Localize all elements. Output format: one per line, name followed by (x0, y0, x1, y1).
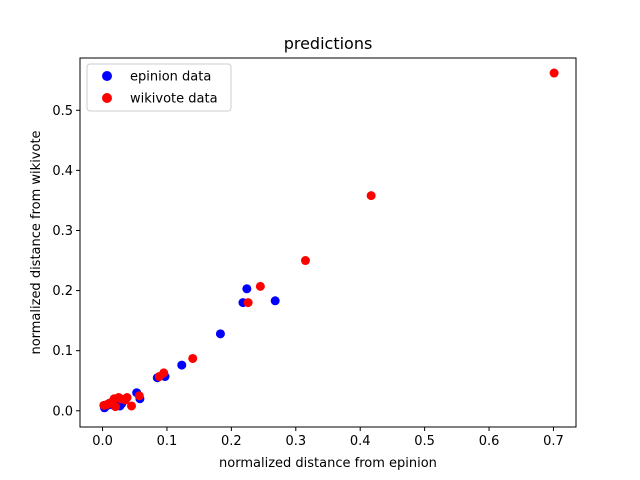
plot-frame (79, 57, 577, 428)
point-wikivote-18 (366, 191, 376, 201)
point-wikivote-16 (255, 281, 265, 291)
y-axis-label: normalized distance from wikivote (29, 130, 44, 354)
legend: epinion data wikivote data (86, 63, 232, 112)
point-epinion-15 (242, 284, 252, 294)
point-wikivote-13 (159, 368, 169, 378)
x-axis: 0.0 0.1 0.2 0.3 0.4 0.5 0.6 0.7 (92, 427, 564, 449)
point-wikivote-15 (243, 298, 253, 308)
y-tick-label: 0.0 (52, 404, 73, 419)
legend-label-epinion: epinion data (130, 70, 211, 85)
points-layer (99, 68, 559, 413)
y-tick-label: 0.5 (52, 104, 73, 119)
point-wikivote-19 (549, 68, 559, 78)
x-tick-label: 0.3 (285, 434, 306, 449)
legend-box (86, 63, 232, 112)
point-wikivote-17 (300, 256, 310, 266)
x-tick-label: 0.7 (543, 434, 564, 449)
point-wikivote-14 (188, 353, 198, 363)
point-wikivote-9 (122, 393, 132, 403)
point-wikivote-10 (127, 401, 137, 411)
point-epinion-13 (215, 329, 225, 339)
y-axis: 0.0 0.1 0.2 0.3 0.4 0.5 (52, 104, 80, 419)
y-tick-label: 0.3 (52, 224, 73, 239)
point-epinion-16 (270, 296, 280, 306)
point-wikivote-11 (134, 391, 144, 401)
x-tick-label: 0.5 (414, 434, 435, 449)
y-tick-label: 0.1 (52, 344, 73, 359)
x-tick-label: 0.0 (92, 434, 113, 449)
legend-label-wikivote: wikivote data (130, 92, 218, 107)
point-epinion-12 (177, 360, 187, 370)
chart-title: predictions (284, 34, 373, 53)
x-tick-label: 0.2 (221, 434, 242, 449)
y-tick-label: 0.4 (52, 164, 73, 179)
x-axis-label: normalized distance from epinion (219, 456, 437, 471)
point-wikivote-5 (110, 402, 120, 412)
y-tick-label: 0.2 (52, 284, 73, 299)
x-tick-label: 0.6 (479, 434, 500, 449)
legend-marker-wikivote (102, 93, 112, 103)
legend-marker-epinion (102, 71, 112, 81)
x-tick-label: 0.4 (350, 434, 371, 449)
x-tick-label: 0.1 (157, 434, 178, 449)
